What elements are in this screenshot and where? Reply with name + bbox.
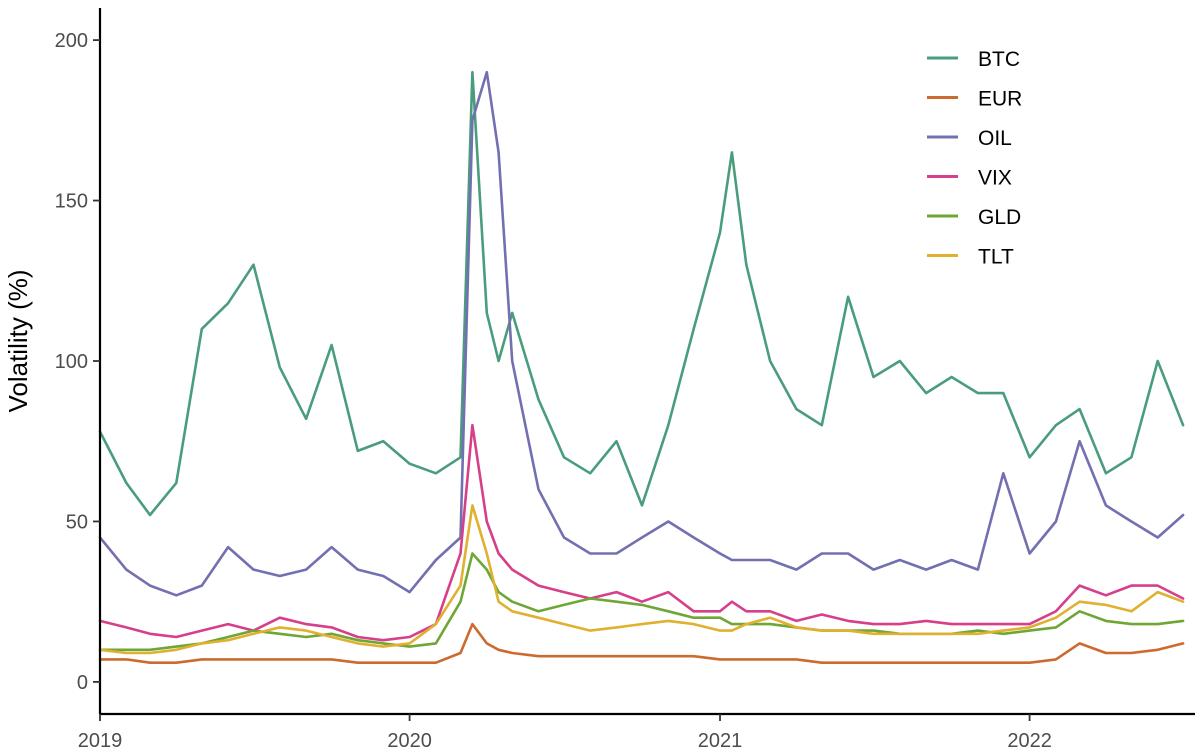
legend-label: GLD <box>978 206 1021 229</box>
y-axis: 0 50 100 150 200 <box>55 8 102 714</box>
x-tick-label: 2022 <box>1007 730 1052 752</box>
x-tick-label: 2020 <box>387 730 432 752</box>
legend-label: EUR <box>978 88 1022 111</box>
legend-item-eur: EUR <box>927 88 1022 111</box>
x-tick-label: 2021 <box>698 730 743 752</box>
series-line-btc <box>98 70 1185 517</box>
y-tick-label: 50 <box>66 511 88 533</box>
legend-label: BTC <box>978 48 1020 71</box>
series-line-eur <box>98 622 1185 665</box>
plot-area <box>98 70 1185 665</box>
series-line-oil <box>98 70 1185 597</box>
y-tick-label: 150 <box>55 191 88 213</box>
legend-label: VIX <box>978 167 1012 190</box>
legend-item-vix: VIX <box>927 167 1012 190</box>
legend-item-gld: GLD <box>927 206 1021 229</box>
legend-label: TLT <box>978 246 1014 269</box>
series-line-vix <box>98 423 1185 642</box>
legend-item-btc: BTC <box>927 48 1020 71</box>
y-tick-label: 0 <box>77 672 88 694</box>
x-tick-label: 2019 <box>78 730 123 752</box>
y-tick-label: 200 <box>55 30 88 52</box>
y-tick-label: 100 <box>55 351 88 373</box>
series-line-tlt <box>98 504 1185 655</box>
legend-item-oil: OIL <box>927 127 1012 150</box>
legend: BTC EUR OIL VIX GLD TLT <box>927 48 1022 269</box>
legend-label: OIL <box>978 127 1012 150</box>
x-axis: 2019 2020 2021 2022 <box>78 712 1195 752</box>
legend-item-tlt: TLT <box>927 246 1014 269</box>
y-axis-title: Volatility (%) <box>3 269 33 412</box>
